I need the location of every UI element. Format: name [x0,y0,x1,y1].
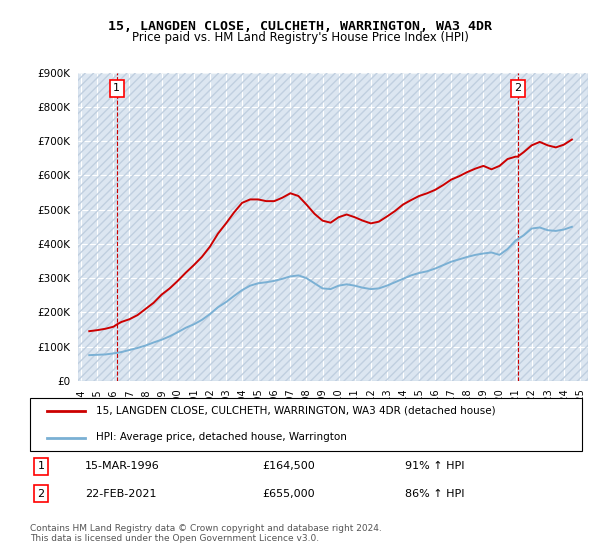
Text: £655,000: £655,000 [262,488,314,498]
Text: HPI: Average price, detached house, Warrington: HPI: Average price, detached house, Warr… [96,432,347,442]
Text: 15-MAR-1996: 15-MAR-1996 [85,461,160,472]
Text: 15, LANGDEN CLOSE, CULCHETH, WARRINGTON, WA3 4DR: 15, LANGDEN CLOSE, CULCHETH, WARRINGTON,… [108,20,492,32]
Text: Price paid vs. HM Land Registry's House Price Index (HPI): Price paid vs. HM Land Registry's House … [131,31,469,44]
Text: 15, LANGDEN CLOSE, CULCHETH, WARRINGTON, WA3 4DR (detached house): 15, LANGDEN CLOSE, CULCHETH, WARRINGTON,… [96,406,496,416]
Text: 22-FEB-2021: 22-FEB-2021 [85,488,157,498]
Text: Contains HM Land Registry data © Crown copyright and database right 2024.
This d: Contains HM Land Registry data © Crown c… [30,524,382,543]
Text: 1: 1 [113,83,120,93]
Text: 1: 1 [38,461,44,472]
FancyBboxPatch shape [30,398,582,451]
Text: 86% ↑ HPI: 86% ↑ HPI [406,488,465,498]
Text: 2: 2 [514,83,521,93]
Text: 91% ↑ HPI: 91% ↑ HPI [406,461,465,472]
Text: 2: 2 [37,488,44,498]
Text: £164,500: £164,500 [262,461,314,472]
